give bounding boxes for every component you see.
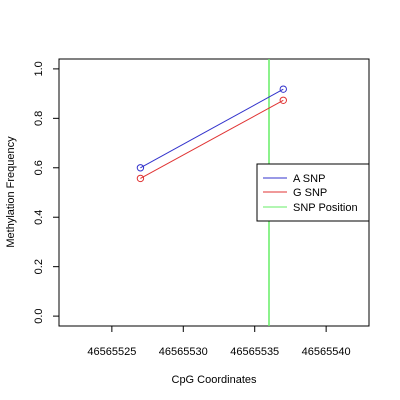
series-line-a-snp (140, 88, 284, 169)
y-tick-label: 1.0 (33, 61, 45, 76)
y-tick-label: 0.0 (33, 308, 45, 323)
y-tick-label: 0.4 (33, 210, 45, 225)
legend: A SNP G SNP SNP Position (256, 163, 370, 222)
series-layer (136, 85, 287, 183)
x-tick-label: 46565535 (230, 346, 279, 358)
x-tick-label: 46565530 (159, 346, 208, 358)
legend-label-snp-position: SNP Position (293, 202, 358, 214)
data-point-a-snp (136, 164, 145, 172)
legend-label-g-snp: G SNP (293, 187, 327, 199)
legend-label-a-snp: A SNP (293, 173, 325, 185)
y-tick-label: 0.8 (33, 111, 45, 126)
x-axis-title: CpG Coordinates (172, 374, 257, 386)
x-tick-label: 46565540 (302, 346, 351, 358)
data-point-a-snp (279, 85, 287, 93)
x-axis: 46565525 46565530 46565535 46565540 (87, 326, 351, 358)
series-line-g-snp (140, 99, 284, 179)
data-point-g-snp (279, 96, 287, 104)
y-axis: 0.0 0.2 0.4 0.6 0.8 1.0 (33, 61, 59, 324)
x-tick-label: 46565525 (87, 346, 136, 358)
data-point-g-snp (136, 174, 145, 183)
y-tick-label: 0.6 (33, 160, 45, 175)
y-tick-label: 0.2 (33, 259, 45, 274)
y-axis-title: Methylation Frequency (5, 136, 17, 248)
